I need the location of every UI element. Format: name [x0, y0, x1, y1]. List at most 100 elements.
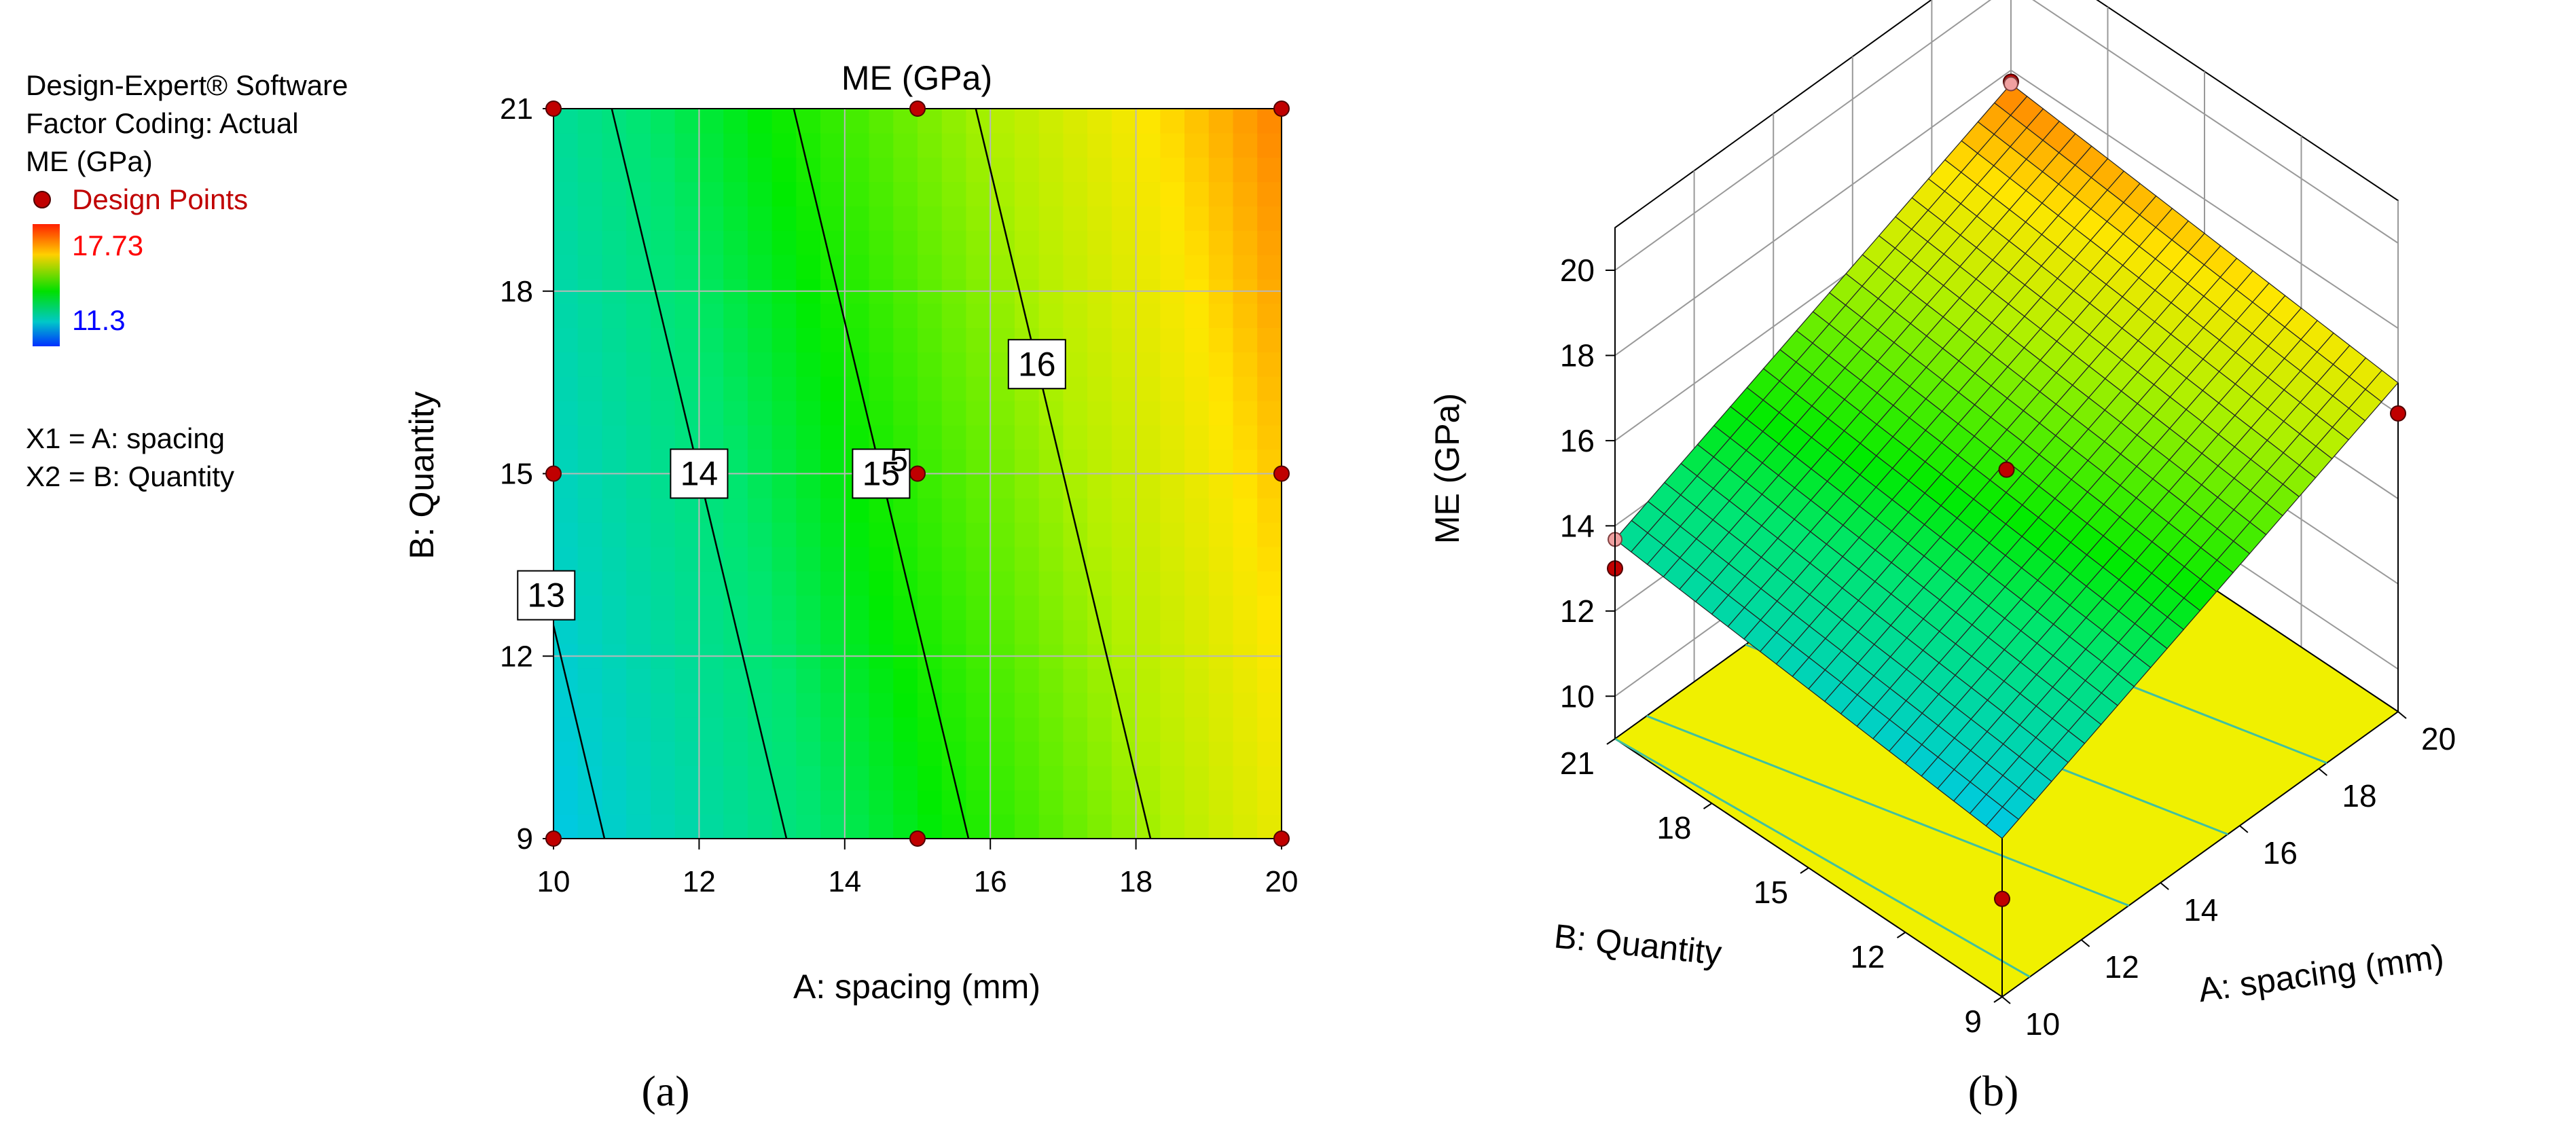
contour-fill-cell: [772, 132, 797, 158]
contour-fill-cell: [554, 352, 579, 377]
contour-label-text: 14: [681, 455, 719, 493]
contour-design-points: [545, 100, 1290, 847]
contour-fill-cell: [1160, 595, 1185, 621]
contour-fill-cell: [1063, 255, 1088, 280]
contour-fill-cell: [1257, 352, 1282, 377]
contour-fill-cell: [1257, 716, 1282, 742]
contour-fill-cell: [1233, 352, 1258, 377]
contour-fill-cell: [1038, 473, 1064, 498]
contour-fill-cell: [626, 424, 651, 450]
contour-fill-cell: [602, 473, 627, 498]
contour-fill-cell: [918, 595, 943, 621]
contour-fill-cell: [966, 424, 991, 450]
surface-a-tick-mark: [2397, 711, 2407, 719]
contour-fill-cell: [650, 570, 676, 596]
contour-fill-cell: [626, 595, 651, 621]
contour-fill-cell: [699, 790, 724, 815]
contour-fill-cell: [1233, 132, 1258, 158]
contour-fill-cell: [820, 498, 846, 523]
contour-fill-cell: [1160, 473, 1185, 498]
surface-a-tick-mark: [2160, 882, 2169, 890]
contour-fill-cell: [966, 790, 991, 815]
contour-fill-cell: [626, 352, 651, 377]
contour-fill-cell: [1208, 303, 1234, 329]
contour-fill-cell: [966, 327, 991, 352]
contour-fill-cell: [1160, 327, 1185, 352]
contour-fill-cell: [966, 157, 991, 183]
contour-fill-cell: [1208, 157, 1234, 183]
contour-fill-cell: [1233, 401, 1258, 426]
contour-fill-cell: [1038, 498, 1064, 523]
contour-fill-cell: [869, 206, 894, 231]
contour-fill-cell: [626, 498, 651, 523]
contour-fill-cell: [966, 570, 991, 596]
contour-fill-cell: [893, 619, 918, 644]
contour-fill-cell: [1136, 668, 1161, 693]
contour-fill-cell: [820, 449, 846, 475]
contour-fill-cell: [844, 206, 870, 231]
contour-fill-cell: [747, 595, 773, 621]
contour-fill-cell: [796, 473, 821, 498]
contour-fill-cell: [918, 401, 943, 426]
contour-fill-cell: [650, 522, 676, 547]
contour-fill-cell: [990, 570, 1015, 596]
contour-fill-cell: [1111, 473, 1137, 498]
contour-fill-cell: [1257, 668, 1282, 693]
contour-fill-cell: [844, 132, 870, 158]
contour-fill-cell: [1014, 814, 1040, 839]
contour-fill-cell: [554, 132, 579, 158]
contour-fill-cell: [1014, 473, 1040, 498]
contour-fill-cell: [869, 230, 894, 255]
contour-fill-cell: [1038, 181, 1064, 206]
contour-fill-cell: [1233, 206, 1258, 231]
contour-fill-cell: [554, 303, 579, 329]
contour-fill-cell: [990, 401, 1015, 426]
contour-fill-cell: [747, 522, 773, 547]
contour-fill-cell: [747, 619, 773, 644]
legend-x1-definition: X1 = A: spacing: [26, 422, 225, 454]
contour-fill-cell: [1208, 109, 1234, 134]
contour-fill-cell: [1233, 765, 1258, 790]
contour-fill-cell: [1111, 790, 1137, 815]
contour-fill-cell: [577, 693, 603, 718]
contour-fill-cell: [893, 716, 918, 742]
contour-fill-cell: [990, 132, 1015, 158]
contour-fill-cell: [869, 181, 894, 206]
contour-fill-cell: [1160, 765, 1185, 790]
contour-fill-cell: [1208, 327, 1234, 352]
contour-fill-cell: [1208, 693, 1234, 718]
contour-fill-cell: [1136, 157, 1161, 183]
surface-floor-contour-14: [1646, 715, 2130, 907]
contour-fill-cell: [893, 132, 918, 158]
legend-color-bar: [33, 224, 60, 346]
contour-fill-cell: [1160, 352, 1185, 377]
contour-fill-cell: [820, 206, 846, 231]
contour-fill-cell: [577, 619, 603, 644]
contour-fill-cell: [577, 352, 603, 377]
contour-fill-cell: [723, 303, 748, 329]
contour-fill-cell: [699, 230, 724, 255]
contour-fill-cell: [723, 376, 748, 401]
contour-fill-cell: [1063, 352, 1088, 377]
contour-fill-cell: [772, 327, 797, 352]
contour-fill-cell: [602, 255, 627, 280]
contour-fill-cell: [869, 716, 894, 742]
contour-fill-cell: [699, 814, 724, 839]
contour-fill-cell: [1038, 790, 1064, 815]
contour-fill-cell: [747, 376, 773, 401]
contour-fill-cell: [918, 327, 943, 352]
contour-fill-cell: [723, 255, 748, 280]
contour-fill-cell: [844, 741, 870, 767]
legend-high-value: 17.73: [72, 230, 143, 261]
contour-fill-cell: [699, 668, 724, 693]
contour-fill-cell: [1136, 522, 1161, 547]
contour-fill-cell: [674, 181, 700, 206]
contour-fill-cell: [1038, 109, 1064, 134]
contour-fill-cell: [844, 547, 870, 572]
contour-fill-cell: [918, 522, 943, 547]
contour-fill-cell: [650, 790, 676, 815]
contour-fill-cell: [844, 401, 870, 426]
contour-fill-cell: [723, 716, 748, 742]
contour-fill-cell: [602, 522, 627, 547]
contour-fill-cell: [966, 619, 991, 644]
